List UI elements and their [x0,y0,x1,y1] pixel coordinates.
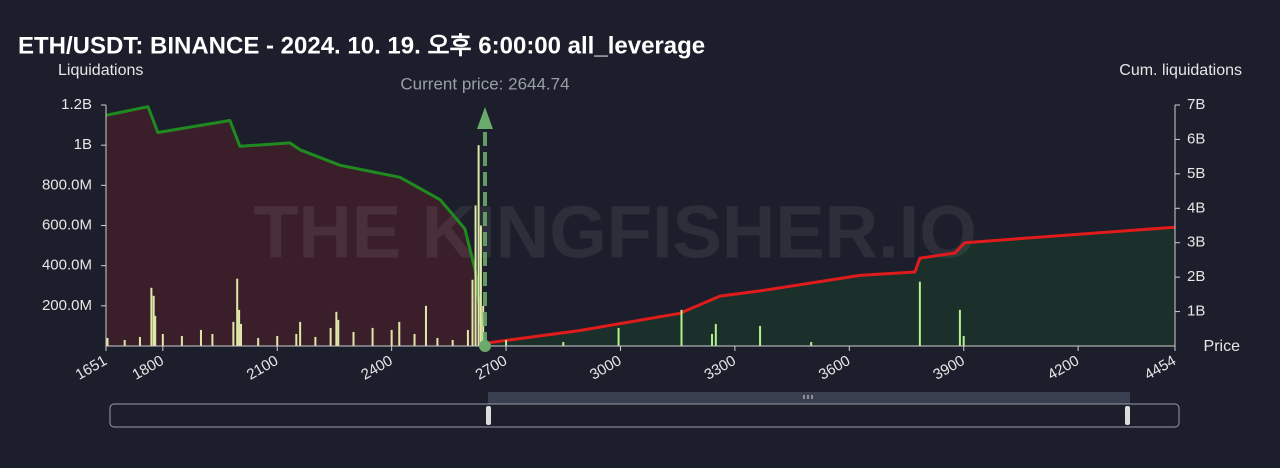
x-axis-label: Price [1204,338,1241,355]
liquidation-bar [714,323,717,346]
watermark: THE KINGFISHER.IO [253,191,977,274]
liquidation-bar [617,327,620,346]
cumulative-area [490,227,1175,346]
liquidation-bar [180,335,183,346]
liquidation-bar [335,311,338,346]
liquidation-bar [436,337,439,346]
liquidation-bar [810,341,813,346]
liquidation-bar [211,333,214,346]
slider-window[interactable] [488,392,1130,404]
liquidation-bar [299,321,302,346]
liquidation-bar [471,279,474,346]
liquidation-bar [138,336,141,346]
liquidation-bar [711,333,714,346]
y-tick-label: 400.0M [42,257,92,274]
slider-handle-left[interactable] [486,406,491,425]
liquidation-bar [314,336,317,346]
liquidation-bar [352,331,355,346]
liquidation-bar [562,341,565,346]
liquidation-bar [240,323,243,346]
y-tick-label: 1B [74,136,92,153]
liquidation-bar [962,335,965,346]
y2-tick-label: 5B [1187,165,1205,182]
liquidation-bar [413,333,416,346]
y-tick-label: 800.0M [42,176,92,193]
y-tick-label: 1.2B [61,96,92,113]
liquidation-bar [161,333,164,346]
slider-grip[interactable] [803,395,813,399]
liquidation-bar [152,295,155,346]
liquidation-bar [505,339,508,346]
current-price-arrow [476,107,493,129]
liquidation-bar [236,278,239,346]
liquidation-bar [329,327,332,346]
slider-handle-right[interactable] [1125,406,1130,425]
liquidation-bar [150,287,153,346]
y-tick-label: 200.0M [42,297,92,314]
liquidation-bar [199,329,202,346]
liquidation-bar [474,205,477,346]
liquidation-bar [106,337,109,346]
liquidation-bar [451,339,454,346]
current-price-label: Current price: 2644.74 [400,74,569,93]
liquidation-bar [337,319,340,346]
cumulative-line [489,225,1176,345]
y-tick-label: 600.0M [42,216,92,233]
cumulative-line [105,105,486,347]
current-price-dot [478,340,491,352]
liquidation-bar [479,225,482,346]
liquidation-bar [680,309,683,346]
liquidation-bar [276,335,279,346]
y2-tick-label: 1B [1187,303,1205,320]
liquidation-bar [477,145,480,346]
liquidation-bar [918,281,921,346]
liquidation-bar [390,329,393,346]
liquidation-bar [958,309,961,346]
y-axis-label: Liquidations [58,62,143,79]
liquidation-bar [232,321,235,346]
liquidation-bar [424,305,427,346]
liquidation-bar [466,329,469,346]
y2-tick-label: 2B [1187,268,1205,285]
liquidation-bar [238,309,241,346]
slider-track[interactable] [109,403,1180,428]
range-slider[interactable] [109,392,1180,428]
cumulative-area [106,106,484,346]
y2-tick-label: 7B [1187,96,1205,113]
liquidation-bar [759,325,762,346]
chart-title: ETH/USDT: BINANCE - 2024. 10. 19. 오후 6:0… [18,32,705,59]
liquidation-bar [398,321,401,346]
y2-tick-label: 6B [1187,130,1205,147]
y2-tick-label: 3B [1187,234,1205,251]
liquidation-bar [154,315,157,346]
y2-tick-label: 4B [1187,199,1205,216]
liquidation-bar [295,333,298,346]
liquidation-bar [123,339,126,346]
y2-axis-label: Cum. liquidations [1119,62,1242,79]
liquidation-bar [371,327,374,346]
liquidation-bar [257,337,260,346]
